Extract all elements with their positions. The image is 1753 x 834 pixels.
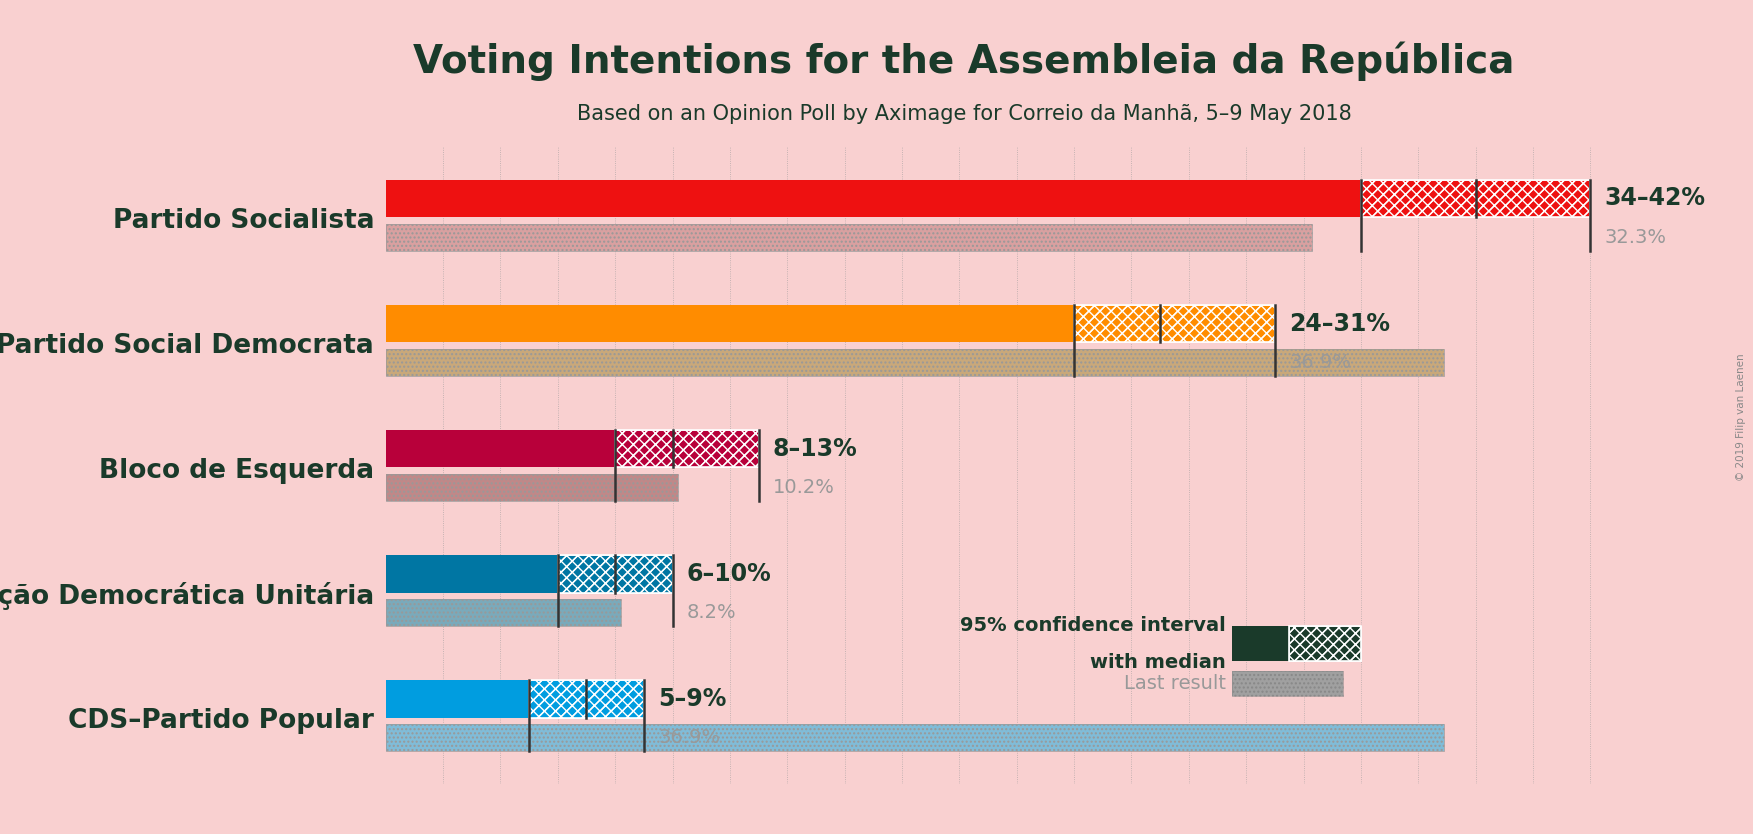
Bar: [557, 555, 673, 592]
Text: Last result: Last result: [1124, 675, 1225, 693]
Bar: [1360, 180, 1590, 218]
Bar: [386, 681, 529, 717]
Bar: [1075, 305, 1274, 342]
Text: Based on an Opinion Poll by Aximage for Correio da Manhã, 5–9 May 2018: Based on an Opinion Poll by Aximage for …: [577, 104, 1352, 124]
Text: Coligação Democrática Unitária: Coligação Democrática Unitária: [0, 582, 373, 610]
Bar: [386, 180, 1360, 218]
Bar: [529, 681, 643, 717]
Bar: [386, 555, 557, 592]
Text: Partido Social Democrata: Partido Social Democrata: [0, 333, 373, 359]
Bar: [1360, 180, 1590, 218]
Bar: [386, 349, 1444, 376]
Bar: [386, 474, 678, 501]
Text: 95% confidence interval: 95% confidence interval: [961, 616, 1225, 636]
Bar: [1232, 671, 1343, 696]
Text: with median: with median: [1090, 652, 1225, 671]
Bar: [615, 430, 759, 467]
Text: 36.9%: 36.9%: [1288, 353, 1352, 372]
Bar: [1288, 626, 1360, 661]
Text: 32.3%: 32.3%: [1604, 228, 1667, 247]
Bar: [557, 555, 673, 592]
Text: 24–31%: 24–31%: [1288, 312, 1390, 335]
Bar: [615, 430, 759, 467]
Bar: [386, 724, 1444, 751]
Bar: [1075, 305, 1274, 342]
Bar: [1232, 626, 1288, 661]
Text: © 2019 Filip van Laenen: © 2019 Filip van Laenen: [1735, 353, 1746, 481]
Text: 8–13%: 8–13%: [773, 437, 857, 460]
Bar: [386, 599, 621, 626]
Bar: [386, 430, 615, 467]
Bar: [386, 224, 1313, 251]
Text: Voting Intentions for the Assembleia da República: Voting Intentions for the Assembleia da …: [414, 42, 1515, 81]
Bar: [529, 681, 643, 717]
Text: 5–9%: 5–9%: [657, 687, 726, 711]
Bar: [386, 305, 1075, 342]
Bar: [386, 599, 621, 626]
Text: Partido Socialista: Partido Socialista: [112, 208, 373, 234]
Bar: [386, 474, 678, 501]
Text: 6–10%: 6–10%: [687, 562, 771, 585]
Bar: [1075, 305, 1274, 342]
Bar: [386, 349, 1444, 376]
Bar: [529, 681, 643, 717]
Bar: [557, 555, 673, 592]
Bar: [1232, 671, 1343, 696]
Text: 8.2%: 8.2%: [687, 603, 736, 622]
Bar: [1288, 626, 1360, 661]
Bar: [615, 430, 759, 467]
Bar: [1360, 180, 1590, 218]
Text: CDS–Partido Popular: CDS–Partido Popular: [68, 708, 373, 735]
Text: Bloco de Esquerda: Bloco de Esquerda: [100, 458, 373, 485]
Text: 34–42%: 34–42%: [1604, 187, 1706, 210]
Bar: [1288, 626, 1360, 661]
Text: 10.2%: 10.2%: [773, 478, 834, 497]
Bar: [386, 724, 1444, 751]
Bar: [386, 224, 1313, 251]
Text: 36.9%: 36.9%: [657, 728, 720, 747]
